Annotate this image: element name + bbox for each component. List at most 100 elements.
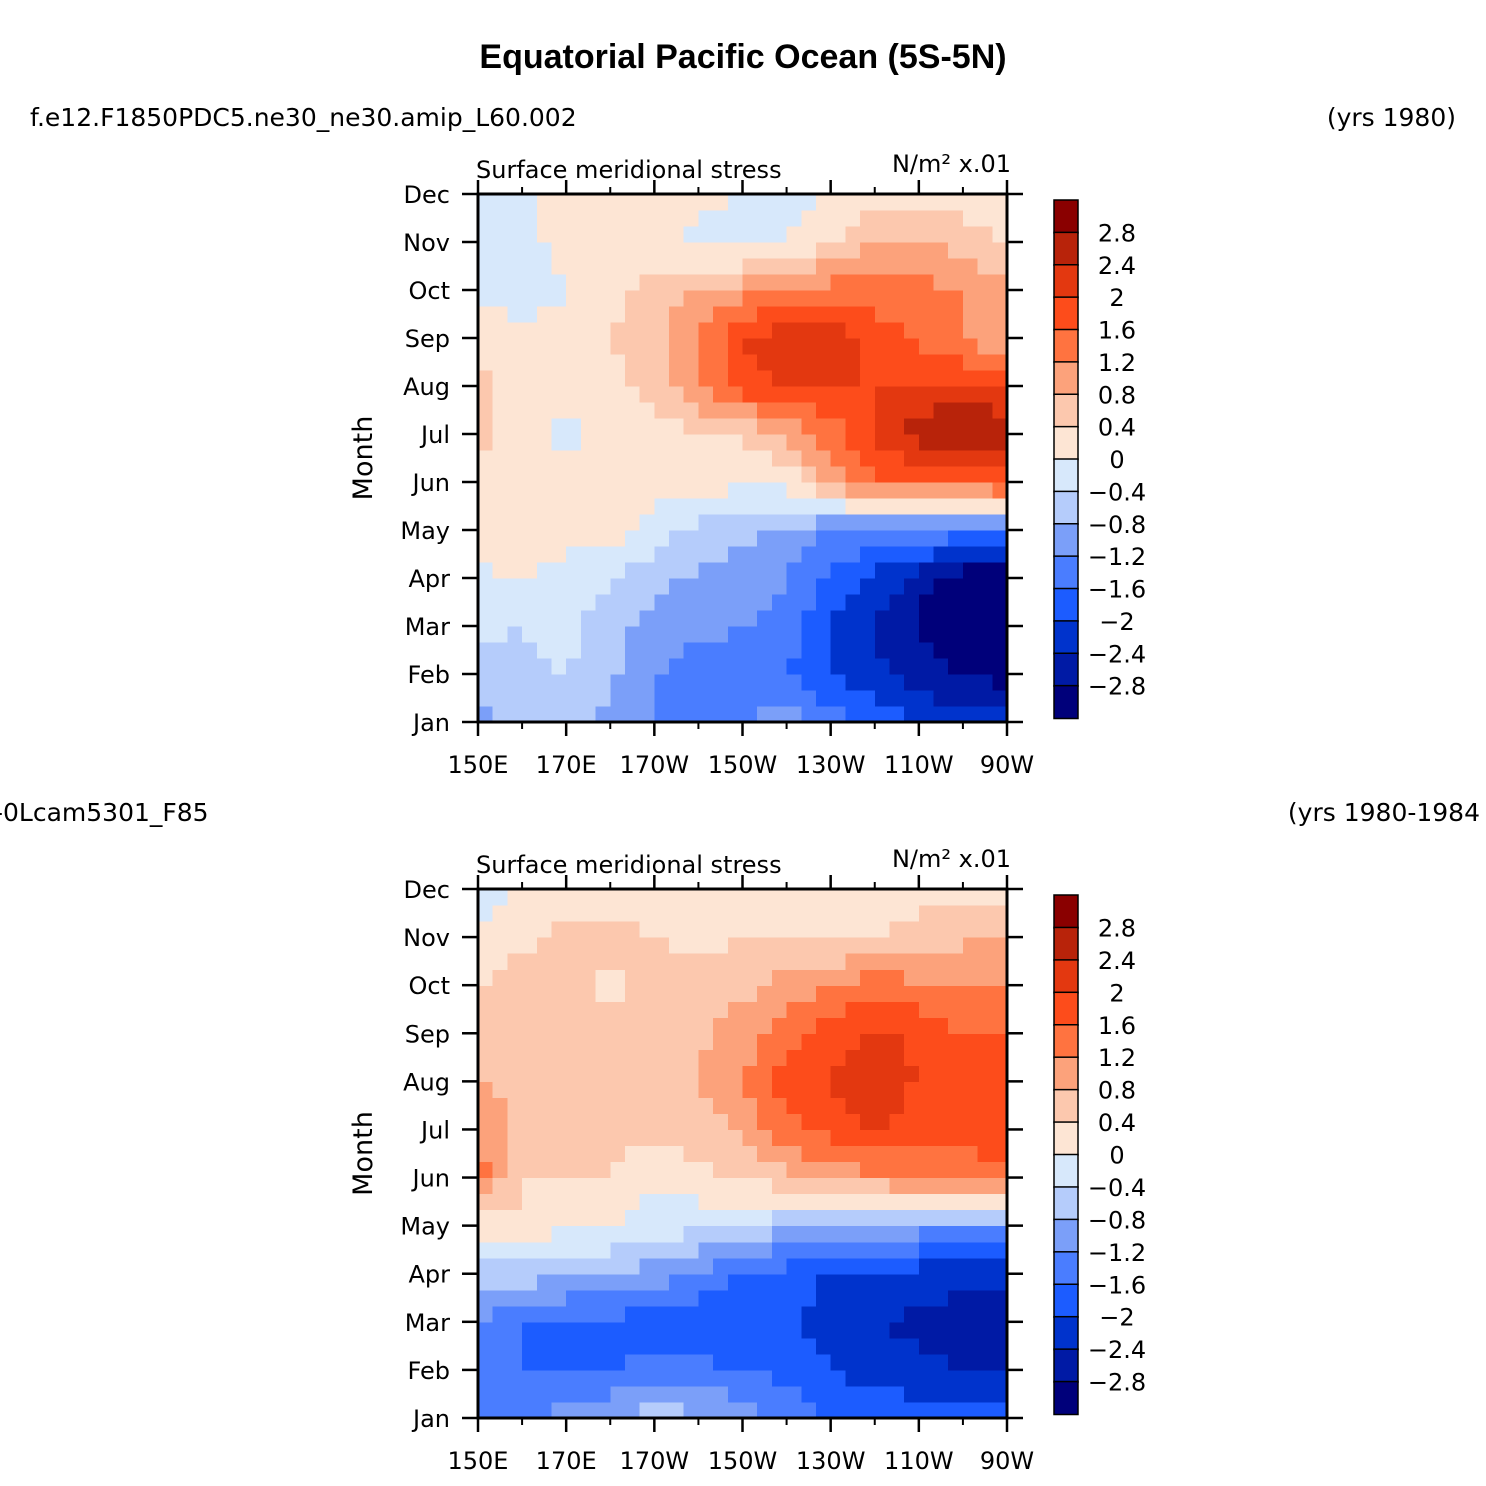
contour-cell bbox=[948, 498, 964, 515]
contour-cell bbox=[595, 290, 611, 307]
contour-cell bbox=[815, 450, 832, 467]
contour-cell bbox=[624, 1273, 641, 1291]
contour-cell bbox=[904, 921, 920, 938]
contour-cell bbox=[933, 1065, 949, 1082]
contour-cell bbox=[962, 1353, 979, 1371]
contour-cell bbox=[595, 226, 611, 243]
contour-cell bbox=[639, 1321, 655, 1339]
contour-cell bbox=[566, 985, 582, 1002]
contour-cell bbox=[742, 1289, 758, 1307]
contour-cell bbox=[507, 889, 523, 906]
contour-cell bbox=[786, 338, 802, 355]
contour-cell bbox=[566, 1337, 582, 1355]
contour-cell bbox=[977, 210, 993, 227]
contour-cell bbox=[683, 434, 700, 451]
contour-cell bbox=[727, 402, 744, 419]
contour-cell bbox=[815, 1305, 832, 1323]
contour-cell bbox=[551, 674, 567, 691]
contour-cell bbox=[580, 1033, 597, 1050]
contour-cell bbox=[492, 1369, 508, 1387]
contour-cell bbox=[566, 1353, 582, 1371]
contour-cell bbox=[948, 1401, 964, 1419]
contour-cell bbox=[771, 306, 788, 323]
contour-cell bbox=[492, 482, 508, 499]
contour-cell bbox=[654, 1017, 670, 1034]
contour-cell bbox=[786, 594, 802, 611]
contour-cell bbox=[830, 434, 846, 451]
contour-cell bbox=[478, 482, 494, 499]
contour-cell bbox=[918, 578, 935, 595]
contour-cell bbox=[551, 370, 567, 387]
contour-cell bbox=[977, 194, 993, 211]
contour-cell bbox=[933, 969, 949, 986]
contour-cell bbox=[713, 1097, 729, 1115]
contour-cell bbox=[698, 1257, 714, 1275]
contour-cell bbox=[610, 1321, 626, 1339]
contour-cell bbox=[713, 1065, 729, 1082]
contour-cell bbox=[933, 1033, 949, 1050]
contour-cell bbox=[536, 1113, 553, 1131]
contour-cell bbox=[874, 370, 891, 387]
contour-cell bbox=[801, 706, 817, 723]
contour-cell bbox=[610, 1305, 626, 1323]
colorbar-box bbox=[1053, 620, 1079, 655]
contour-cell bbox=[742, 889, 758, 906]
contour-cell bbox=[977, 642, 993, 659]
contour-cell bbox=[889, 1097, 905, 1115]
contour-cell bbox=[595, 594, 611, 611]
x-tick-label: 110W bbox=[884, 1447, 954, 1475]
contour-cell bbox=[757, 210, 773, 227]
colorbar-box bbox=[1053, 1186, 1079, 1221]
contour-cell bbox=[962, 354, 979, 371]
contour-cell bbox=[889, 1369, 905, 1387]
contour-cell bbox=[639, 969, 655, 986]
colorbar-label: 0.8 bbox=[1098, 1077, 1136, 1105]
contour-cell bbox=[771, 322, 788, 339]
contour-cell bbox=[786, 482, 802, 499]
contour-cell bbox=[624, 594, 641, 611]
contour-cell bbox=[815, 658, 832, 675]
contour-cell bbox=[580, 1145, 597, 1163]
contour-cell bbox=[595, 274, 611, 291]
contour-cell bbox=[962, 194, 979, 211]
contour-cell bbox=[801, 1113, 817, 1131]
contour-cell bbox=[610, 1257, 626, 1275]
contour-cell bbox=[727, 290, 744, 307]
contour-cell bbox=[742, 1337, 758, 1355]
contour-cell bbox=[478, 1145, 494, 1163]
contour-cell bbox=[698, 402, 714, 419]
contour-cell bbox=[757, 514, 773, 531]
contour-cell bbox=[786, 354, 802, 371]
contour-cell bbox=[742, 274, 758, 291]
contour-cell bbox=[566, 1385, 582, 1403]
contour-cell bbox=[918, 450, 935, 467]
contour-cell bbox=[610, 1017, 626, 1034]
contour-cell bbox=[478, 386, 494, 403]
colorbar-box bbox=[1053, 652, 1079, 687]
contour-cell bbox=[815, 953, 832, 970]
contour-cell bbox=[830, 258, 846, 275]
contour-cell bbox=[507, 450, 523, 467]
contour-cell bbox=[654, 450, 670, 467]
contour-cell bbox=[492, 626, 508, 643]
contour-cell bbox=[815, 969, 832, 986]
contour-cell bbox=[977, 1289, 993, 1307]
contour-cell bbox=[933, 418, 949, 435]
contour-cell bbox=[492, 306, 508, 323]
contour-cell bbox=[786, 1321, 802, 1339]
contour-cell bbox=[639, 258, 655, 275]
contour-cell bbox=[889, 466, 905, 483]
contour-cell bbox=[874, 690, 891, 707]
contour-cell bbox=[742, 594, 758, 611]
contour-cell bbox=[536, 1065, 553, 1082]
contour-cell bbox=[889, 1209, 905, 1227]
contour-cell bbox=[801, 985, 817, 1002]
contour-cell bbox=[595, 690, 611, 707]
contour-cell bbox=[683, 1145, 700, 1163]
contour-cell bbox=[786, 1001, 802, 1018]
contour-cell bbox=[639, 290, 655, 307]
contour-cell bbox=[522, 969, 538, 986]
contour-cell bbox=[889, 1385, 905, 1403]
contour-cell bbox=[948, 1321, 964, 1339]
contour-cell bbox=[889, 674, 905, 691]
